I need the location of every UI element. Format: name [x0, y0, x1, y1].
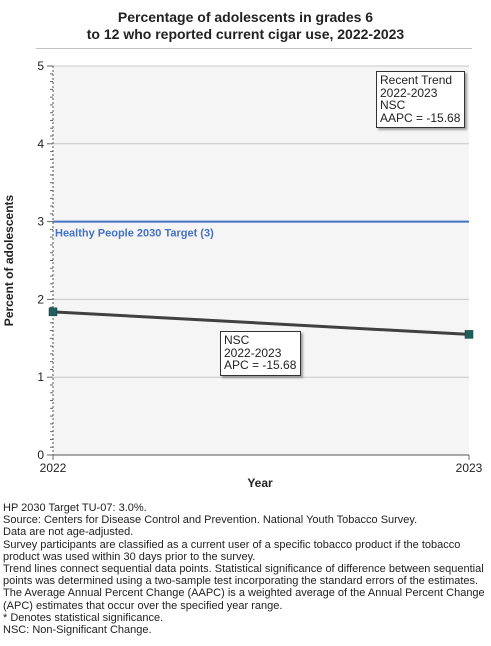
recent-trend-line-3: NSC — [380, 98, 406, 112]
recent-trend-line-1: Recent Trend — [380, 73, 453, 87]
chart-title: Percentage of adolescents in grades 6 to… — [0, 9, 491, 43]
y-tick-label: 4 — [37, 137, 44, 151]
footnote: Survey participants are classified as a … — [3, 538, 461, 563]
target-label: Healthy People 2030 Target (3) — [55, 228, 214, 240]
x-tick-label: 2023 — [456, 461, 483, 475]
y-tick-label: 1 — [37, 370, 44, 384]
x-tick-label: 2022 — [40, 461, 67, 475]
footnote: The Average Annual Percent Change (AAPC)… — [3, 587, 485, 612]
footnote: * Denotes statistical significance. — [3, 611, 164, 624]
y-tick-label: 5 — [37, 59, 44, 73]
footnote: Source: Centers for Disease Control and … — [3, 514, 418, 527]
chart-title-line-2: to 12 who reported current cigar use, 20… — [86, 26, 405, 42]
footnote: Data are not age-adjusted. — [3, 526, 134, 539]
plot-area — [53, 66, 469, 455]
footnote: HP 2030 Target TU-07: 3.0%. — [3, 502, 147, 514]
data-point — [48, 307, 58, 317]
line-chart: 0 1 2 3 4 5 2022 2023 Year Percent of adolescents… — [2, 59, 483, 490]
series-line — [52, 310, 470, 336]
recent-trend-box: Recent Trend 2022-2023 NSC AAPC = -15.68 — [376, 71, 466, 128]
y-tick-label: 0 — [37, 448, 44, 462]
footnote: Trend lines connect sequential data poin… — [3, 563, 484, 588]
chart-title-line-1: Percentage of adolescents in grades 6 — [117, 9, 374, 25]
segment-annotation-line-2: 2022-2023 — [224, 345, 282, 360]
segment-annotation-box: NSC 2022-2023 APC = -15.68 — [220, 331, 302, 376]
footnote: NSC: Non-Significant Change. — [3, 624, 152, 637]
y-axis-title: Percent of adolescents — [2, 194, 16, 326]
recent-trend-line-4: AAPC = -15.68 — [380, 110, 461, 125]
segment-annotation-line-3: APC = -15.68 — [224, 358, 297, 372]
y-tick-label: 2 — [37, 292, 44, 306]
recent-trend-line-2: 2022-2023 — [380, 85, 438, 100]
data-point — [464, 330, 474, 339]
title-divider — [36, 48, 472, 49]
y-tick-label: 3 — [37, 215, 44, 229]
x-axis-title: Year — [247, 476, 273, 490]
footnotes: HP 2030 Target TU-07: 3.0%. Source: Cent… — [3, 502, 489, 636]
segment-annotation-line-1: NSC — [224, 333, 250, 347]
